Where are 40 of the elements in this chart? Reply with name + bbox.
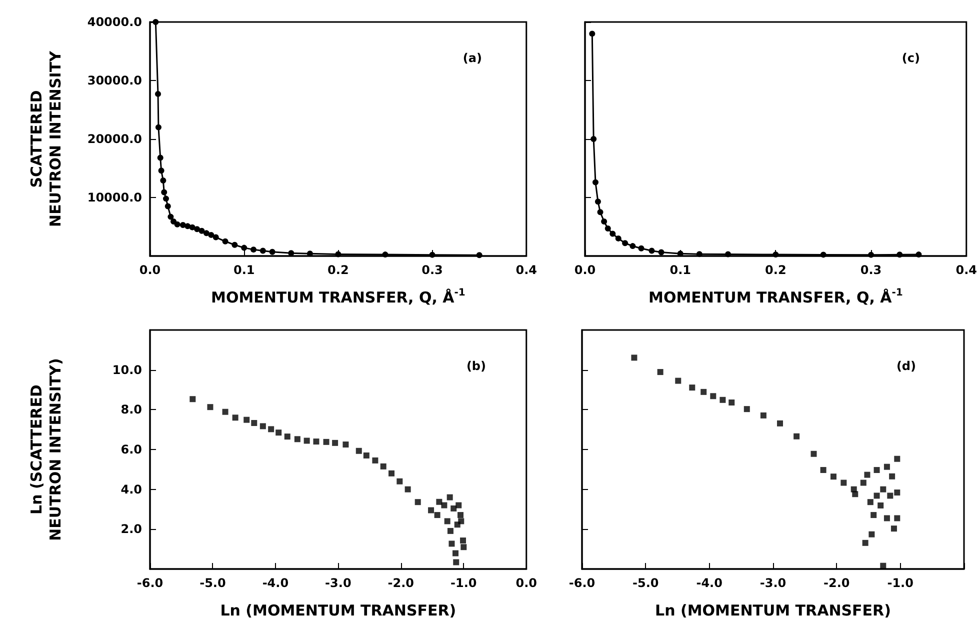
annotation: (c) — [902, 51, 920, 65]
x-tick-label: -6.0 — [568, 576, 596, 590]
x-tick-label: -1.0 — [887, 576, 914, 590]
x-tick-label: -2.0 — [388, 576, 414, 590]
y-tick-label: 10000.0 — [87, 190, 142, 204]
x-tick-label: -3.0 — [760, 576, 786, 590]
annotation: (a) — [462, 51, 482, 65]
x-tick-label: -3.0 — [325, 576, 352, 590]
y-axis-title: Ln (SCATTERED NEUTRON INTENSITY) — [28, 358, 64, 541]
y-tick-label: 30000.0 — [87, 74, 142, 88]
x-tick-label: 0.0 — [574, 263, 596, 277]
x-tick-label: 0.2 — [328, 263, 349, 277]
x-axis-title: Ln (MOMENTUM TRANSFER) — [655, 602, 891, 620]
x-tick-label: 0.1 — [670, 263, 691, 277]
y-tick-label: 6.0 — [120, 442, 142, 456]
y-tick-label: 8.0 — [120, 402, 142, 417]
y-tick-label: 4.0 — [120, 482, 142, 496]
x-axis-title: Ln (MOMENTUM TRANSFER) — [220, 602, 456, 620]
annotation: (b) — [466, 359, 486, 373]
y-tick-label: 20000.0 — [87, 132, 142, 146]
x-tick-label: 0.2 — [765, 263, 786, 277]
x-tick-label: 0.3 — [860, 263, 882, 277]
x-tick-label: -4.0 — [262, 576, 289, 590]
y-tick-label: 40000.0 — [87, 15, 142, 29]
x-tick-label: 0.1 — [233, 263, 255, 277]
annotation: (d) — [896, 359, 916, 373]
y-tick-label: 2.0 — [120, 522, 142, 536]
x-tick-label: -5.0 — [632, 576, 659, 590]
x-tick-label: 0.4 — [956, 263, 978, 277]
x-tick-label: 0.4 — [516, 263, 538, 277]
x-tick-label: 0.0 — [516, 576, 538, 590]
x-tick-label: -6.0 — [136, 576, 164, 590]
x-tick-label: 0.0 — [139, 263, 161, 277]
y-tick-label: 10.0 — [112, 362, 142, 377]
x-tick-label: 0.3 — [422, 263, 443, 277]
y-axis-title: SCATTERED NEUTRON INTENSITY — [28, 50, 64, 227]
x-tick-label: -2.0 — [824, 576, 850, 590]
x-tick-label: -1.0 — [450, 576, 477, 590]
x-tick-label: -5.0 — [200, 576, 226, 590]
x-tick-label: -4.0 — [696, 576, 722, 590]
